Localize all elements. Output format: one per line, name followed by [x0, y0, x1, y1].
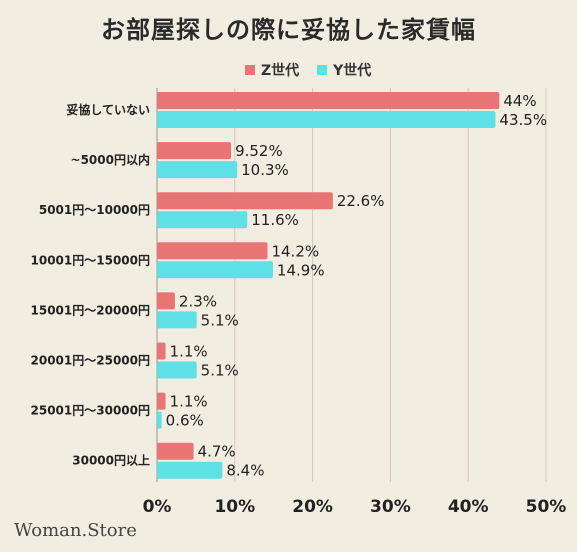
value-label-y: 11.6% [251, 211, 299, 229]
legend-item-y: Y世代 [317, 60, 371, 80]
legend-item-z: Z世代 [245, 60, 299, 80]
legend: Z世代 Y世代 [245, 60, 371, 80]
brand-logo: Woman.Store [14, 520, 137, 541]
value-label-z: 9.52% [235, 142, 283, 160]
bar-z [157, 242, 268, 260]
bar-y [157, 411, 162, 429]
bar-y [157, 111, 496, 128]
category-label: 20001円〜25000円 [31, 354, 151, 368]
x-tick-label: 50% [526, 497, 567, 517]
value-label-z: 14.2% [271, 242, 319, 260]
value-label-y: 10.3% [241, 161, 289, 179]
category-label: 30000円以上 [72, 453, 150, 468]
value-label-z: 4.7% [198, 443, 236, 461]
legend-label-z: Z世代 [261, 63, 300, 79]
bar-y [157, 311, 197, 329]
value-label-y: 5.1% [201, 362, 239, 380]
bar-z [157, 92, 500, 109]
x-tick-label: 20% [292, 497, 333, 517]
legend-swatch-z [245, 65, 255, 75]
category-label: 妥協していない [66, 102, 150, 117]
bar-z [157, 392, 166, 410]
bar-y [157, 461, 223, 479]
value-label-z: 22.6% [337, 192, 385, 210]
legend-label-y: Y世代 [333, 63, 372, 79]
bar-z [157, 442, 194, 460]
value-label-z: 44% [503, 92, 536, 110]
x-tick-label: 0% [143, 497, 172, 517]
value-label-z: 1.1% [170, 343, 208, 361]
x-tick-label: 40% [448, 497, 489, 517]
category-label: 25001円〜30000円 [31, 404, 151, 418]
bar-z [157, 142, 232, 160]
x-tick-label: 30% [370, 497, 411, 517]
value-label-y: 14.9% [277, 261, 325, 279]
bar-y [157, 261, 273, 279]
bar-z [157, 292, 175, 310]
bar-z [157, 342, 166, 360]
bar-y [157, 161, 238, 179]
bar-y [157, 211, 248, 229]
x-tick-label: 10% [214, 497, 255, 517]
category-label: 15001円〜20000円 [31, 303, 151, 317]
value-label-y: 5.1% [201, 311, 239, 329]
value-label-y: 0.6% [166, 412, 204, 430]
category-label: 10001円〜15000円 [31, 253, 151, 267]
value-label-y: 43.5% [499, 111, 547, 129]
bar-y [157, 361, 197, 379]
category-label: 5001円〜10000円 [39, 203, 150, 217]
value-label-y: 8.4% [226, 462, 264, 480]
category-label: ~5000円以内 [71, 152, 150, 167]
legend-swatch-y [317, 65, 328, 75]
value-label-z: 1.1% [170, 393, 208, 411]
chart-title: お部屋探しの際に妥協した家賃幅 [101, 16, 476, 44]
value-label-z: 2.3% [179, 292, 217, 310]
bar-z [157, 192, 333, 210]
